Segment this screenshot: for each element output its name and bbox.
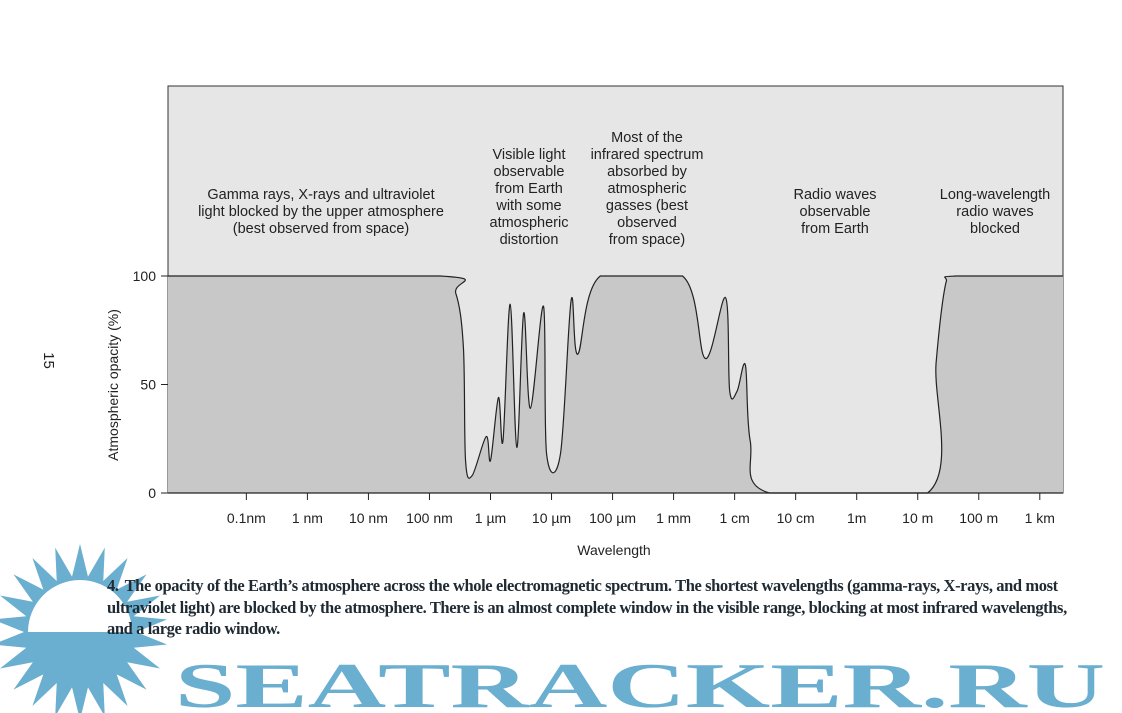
annotation-line: absorbed by (607, 164, 687, 180)
annotation-gamma: Gamma rays, X-rays and ultraviolet light … (198, 187, 444, 238)
x-tick-label: 10 nm (349, 510, 388, 526)
x-tick-label: 1m (847, 510, 866, 526)
annotation-line: light blocked by the upper atmosphere (198, 204, 444, 220)
y-tick-label: 50 (140, 377, 156, 393)
caption-number: 4. (107, 576, 119, 595)
annotation-radio: Radio waves observable from Earth (793, 187, 876, 238)
x-tick-label: 10 cm (777, 510, 815, 526)
x-tick-label: 1 µm (475, 510, 506, 526)
sun-half-icon (28, 580, 132, 632)
opacity-line (168, 275, 1063, 494)
annotation-line: Gamma rays, X-rays and ultraviolet (207, 187, 435, 203)
annotation-longwave: Long-wavelength radio waves blocked (940, 187, 1050, 238)
annotation-line: gasses (best (605, 198, 689, 214)
annotation-line: radio waves (956, 204, 1034, 220)
annotation-line: (best observed from space) (232, 221, 410, 237)
y-tick-label: 0 (148, 485, 156, 501)
annotation-line: Long-wavelength (939, 187, 1051, 203)
annotation-line: atmospheric (489, 215, 569, 231)
annotation-line: blocked (970, 221, 1020, 237)
annotation-line: Most of the (611, 130, 683, 146)
x-axis-label: Wavelength (577, 542, 650, 558)
annotation-line: observable (799, 204, 871, 220)
x-tick-label: 10 µm (532, 510, 571, 526)
y-tick-label: 100 (133, 268, 157, 284)
opacity-area (168, 276, 1063, 493)
annotation-line: observed (617, 215, 677, 231)
x-tick-label: 1 cm (719, 510, 749, 526)
x-tick-label: 1 nm (292, 510, 323, 526)
y-axis-label: Atmospheric opacity (%) (105, 309, 121, 461)
annotation-line: Radio waves (793, 187, 877, 203)
x-tick-label: 1 mm (656, 510, 691, 526)
x-tick-label: 100 µm (589, 510, 636, 526)
x-tick-label: 0.1nm (227, 510, 266, 526)
annotation-infrared: Most of the infrared spectrum absorbed by a… (591, 130, 704, 249)
x-tick-label: 1 km (1025, 510, 1055, 526)
annotation-line: observable (493, 164, 565, 180)
annotation-line: from space) (608, 232, 686, 248)
x-tick-label: 100 nm (406, 510, 453, 526)
figure-caption: 4. The opacity of the Earth’s atmosphere … (107, 575, 1067, 640)
annotation-line: atmospheric (607, 181, 687, 197)
x-tick-label: 100 m (959, 510, 998, 526)
annotation-line: from Earth (495, 181, 563, 197)
annotation-line: Visible light (492, 147, 566, 163)
annotation-line: with some (496, 198, 562, 214)
caption-text: The opacity of the Earth’s atmosphere ac… (107, 576, 1067, 638)
seatracker-watermark-lettering: SEATRACKER.RU (175, 650, 1105, 713)
page-number: 15 (39, 352, 57, 369)
annotation-line: distortion (499, 232, 559, 248)
x-tick-label: 10 m (902, 510, 933, 526)
seatracker-watermark-logo (0, 544, 168, 713)
annotation-line: from Earth (801, 221, 869, 237)
watermark-text: SEATRACKER.RU (175, 650, 1105, 713)
annotation-visible: Visible light observable from Earth with so… (490, 147, 569, 249)
annotation-line: infrared spectrum (590, 147, 704, 163)
